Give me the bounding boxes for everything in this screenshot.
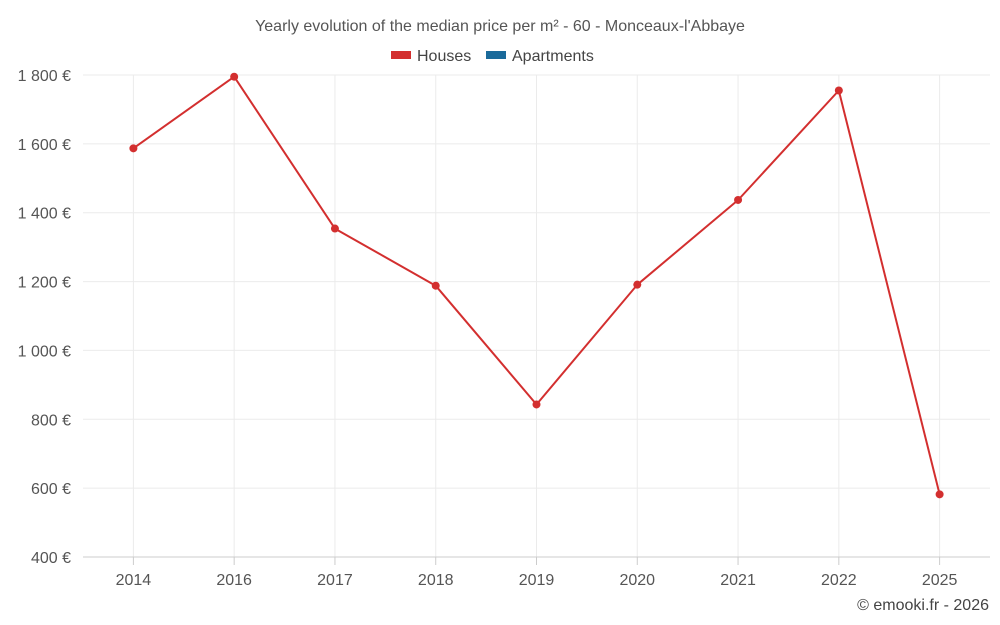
x-tick-label: 2021	[720, 572, 756, 589]
y-tick-label: 1 800 €	[18, 68, 71, 85]
y-axis-labels: 400 € 600 € 800 € 1 000 € 1 200 € 1 400 € 1 60…	[18, 68, 71, 567]
y-tick-label: 1 600 €	[18, 137, 71, 154]
x-tick-label: 2019	[519, 572, 555, 589]
x-tick-label: 2014	[116, 572, 152, 589]
data-point-houses[interactable]	[431, 281, 440, 290]
legend-swatch-houses	[391, 51, 411, 59]
chart-title: Yearly evolution of the median price per…	[255, 18, 745, 35]
legend-item-apartments[interactable]: Apartments	[486, 48, 594, 65]
data-point-houses[interactable]	[532, 400, 541, 409]
y-tick-label: 1 400 €	[18, 206, 71, 223]
series-houses	[129, 72, 944, 499]
legend-swatch-apartments	[486, 51, 506, 59]
x-tick-label: 2018	[418, 572, 454, 589]
data-point-houses[interactable]	[633, 280, 642, 289]
legend: Houses Apartments	[391, 48, 594, 65]
x-gridlines	[132, 75, 941, 565]
data-point-houses[interactable]	[330, 224, 339, 233]
data-point-houses[interactable]	[230, 72, 239, 81]
y-tick-label: 800 €	[31, 412, 71, 429]
data-point-houses[interactable]	[935, 490, 944, 499]
x-axis-labels: 2014 2016 2017 2018 2019 2020 2021 2022 2025	[116, 572, 958, 589]
data-point-houses[interactable]	[834, 86, 843, 95]
x-tick-label: 2017	[317, 572, 353, 589]
x-tick-label: 2016	[216, 572, 252, 589]
legend-label-apartments: Apartments	[512, 48, 594, 65]
credit: © emooki.fr - 2026	[857, 597, 989, 614]
x-tick-label: 2022	[821, 572, 857, 589]
y-tick-label: 1 200 €	[18, 275, 71, 292]
data-point-houses[interactable]	[734, 195, 743, 204]
legend-label-houses: Houses	[417, 48, 471, 65]
x-tick-label: 2020	[619, 572, 655, 589]
y-tick-label: 1 000 €	[18, 343, 71, 360]
y-tick-label: 600 €	[31, 481, 71, 498]
x-tick-label: 2025	[922, 572, 958, 589]
y-tick-label: 400 €	[31, 550, 71, 567]
data-point-houses[interactable]	[129, 144, 138, 153]
legend-item-houses[interactable]: Houses	[391, 48, 471, 65]
